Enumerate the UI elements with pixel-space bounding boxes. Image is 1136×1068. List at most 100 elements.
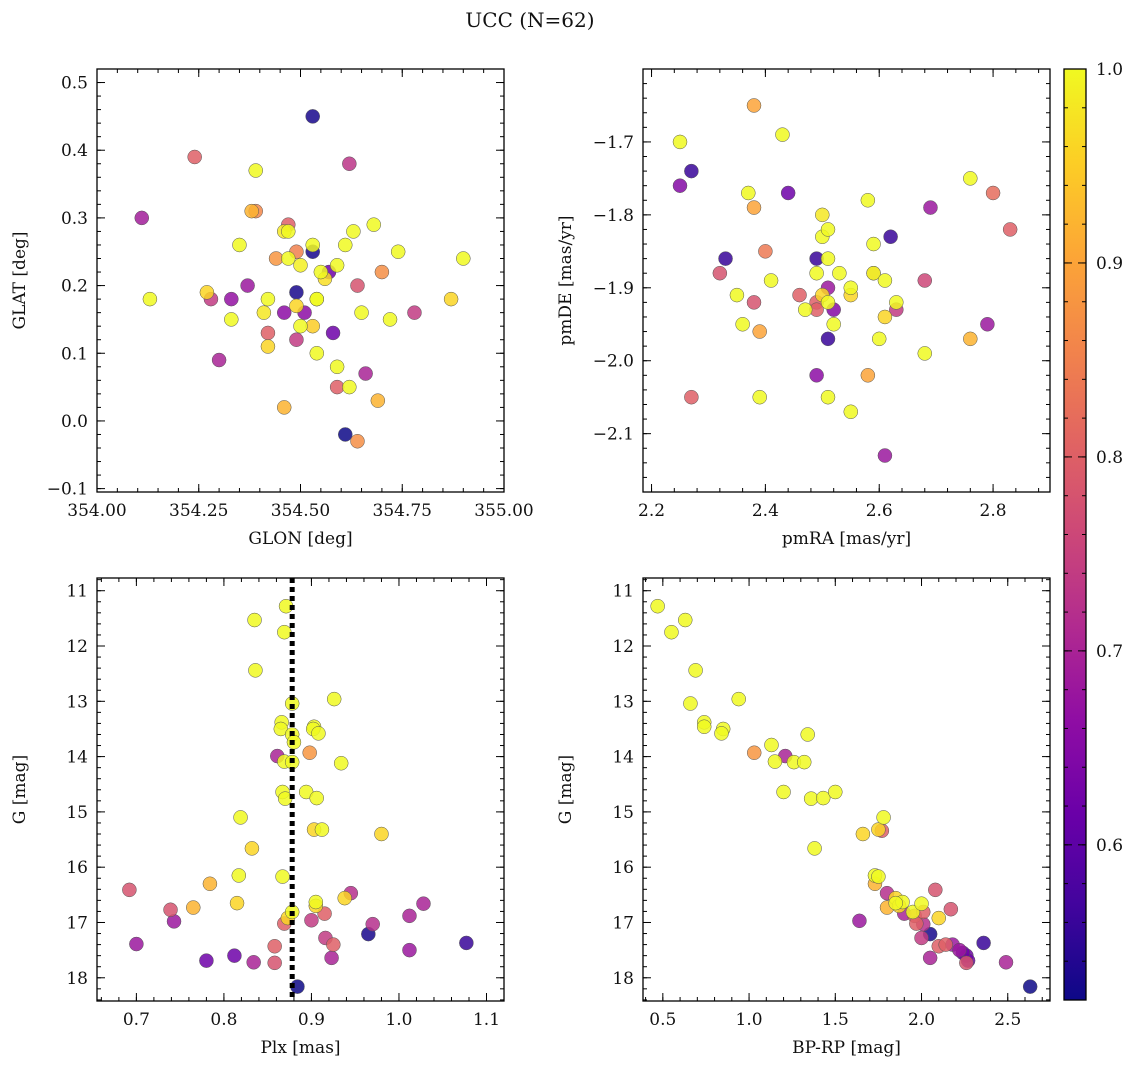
y-tick-label: 14 (612, 748, 634, 768)
x-tick-label: 354.25 (169, 501, 228, 521)
data-point (293, 258, 308, 273)
data-point (914, 930, 929, 946)
data-point (224, 312, 239, 327)
data-point (866, 265, 881, 281)
data-point (866, 236, 881, 252)
data-point (883, 229, 898, 244)
data-point (876, 810, 891, 825)
x-tick-label: 0.7 (123, 1010, 150, 1030)
y-axis-label: G [mag] (10, 755, 30, 824)
data-point (980, 317, 995, 332)
data-point (122, 882, 137, 898)
data-point (443, 291, 459, 307)
data-point (382, 312, 398, 327)
plot-frame (96, 68, 505, 493)
data-point (888, 895, 903, 911)
y-axis-label: G [mag] (556, 755, 576, 824)
data-point (163, 902, 178, 918)
data-point (714, 726, 729, 741)
data-point (276, 400, 292, 415)
data-point (260, 339, 276, 354)
data-point (244, 841, 260, 856)
data-point (346, 224, 361, 239)
data-point (402, 908, 417, 924)
data-point (232, 237, 247, 253)
data-point (224, 291, 239, 307)
x-axis-label: BP-RP [mag] (792, 1038, 901, 1058)
colorbar: 0.6 0.7 0.8 0.9 1.0 (1063, 60, 1123, 1001)
data-point (314, 822, 330, 837)
data-point (860, 193, 876, 208)
data-point (390, 244, 406, 259)
data-point (938, 937, 953, 952)
x-tick-label: 1.0 (385, 1010, 412, 1030)
data-point (688, 663, 703, 678)
data-point (775, 127, 790, 142)
data-point (267, 939, 282, 954)
data-point (350, 278, 365, 293)
tick-marks (643, 578, 1050, 1001)
colorbar-tick-label: 0.9 (1096, 254, 1123, 274)
scatter-points (672, 98, 1018, 463)
data-point (187, 149, 202, 165)
y-tick-label: 0.2 (61, 277, 88, 297)
data-point (365, 916, 380, 932)
y-tick-label: 0.3 (61, 209, 88, 229)
data-point (134, 210, 150, 226)
data-point (459, 935, 474, 951)
data-point (366, 217, 382, 232)
data-point (683, 696, 698, 711)
data-point (871, 869, 886, 884)
data-point (248, 663, 263, 678)
data-point (329, 359, 345, 375)
data-point (718, 251, 733, 266)
data-point (767, 754, 783, 769)
data-point (871, 822, 886, 837)
y-axis-label: GLAT [deg] (10, 231, 30, 329)
data-point (277, 624, 292, 640)
scatter-points (134, 109, 471, 449)
data-point (281, 251, 296, 266)
data-point (244, 203, 259, 219)
data-point (952, 942, 967, 958)
data-point (877, 273, 893, 288)
x-tick-label: 2.2 (638, 501, 665, 521)
data-point (807, 841, 822, 856)
y-tick-label: 18 (612, 969, 634, 989)
plot-frame (642, 68, 1051, 493)
scatter-points (122, 598, 474, 994)
data-point (326, 691, 342, 707)
data-point (729, 287, 745, 303)
y-tick-label: 11 (612, 582, 634, 602)
data-point (843, 404, 859, 420)
data-point (374, 264, 390, 280)
data-point (240, 278, 255, 293)
data-point (199, 285, 215, 300)
data-point (337, 890, 352, 906)
y-tick-label: −1.7 (593, 133, 634, 153)
data-point (678, 612, 693, 628)
data-point (456, 251, 471, 266)
data-point (233, 810, 248, 825)
data-point (407, 305, 422, 320)
data-point (326, 937, 341, 952)
data-point (329, 258, 345, 273)
subplot-4: 0.5 1.0 1.5 2.0 2.5 11 12 13 14 15 16 17 18 BP-RP [ma… (556, 577, 1051, 1058)
data-point (871, 331, 887, 347)
y-tick-label: 15 (66, 803, 88, 823)
data-point (260, 291, 276, 307)
data-point (815, 790, 831, 806)
y-tick-label: 12 (612, 637, 634, 657)
colorbar-tick-label: 0.7 (1096, 642, 1123, 662)
data-point (260, 325, 276, 341)
data-point (820, 251, 836, 266)
data-point (276, 305, 292, 320)
y-tick-label: 0.1 (61, 344, 88, 364)
data-point (792, 287, 807, 303)
data-point (186, 900, 201, 915)
data-point (746, 200, 762, 215)
y-tick-label: 0.0 (61, 412, 88, 432)
data-point (959, 955, 974, 971)
data-point (889, 295, 904, 310)
data-point (304, 913, 319, 928)
